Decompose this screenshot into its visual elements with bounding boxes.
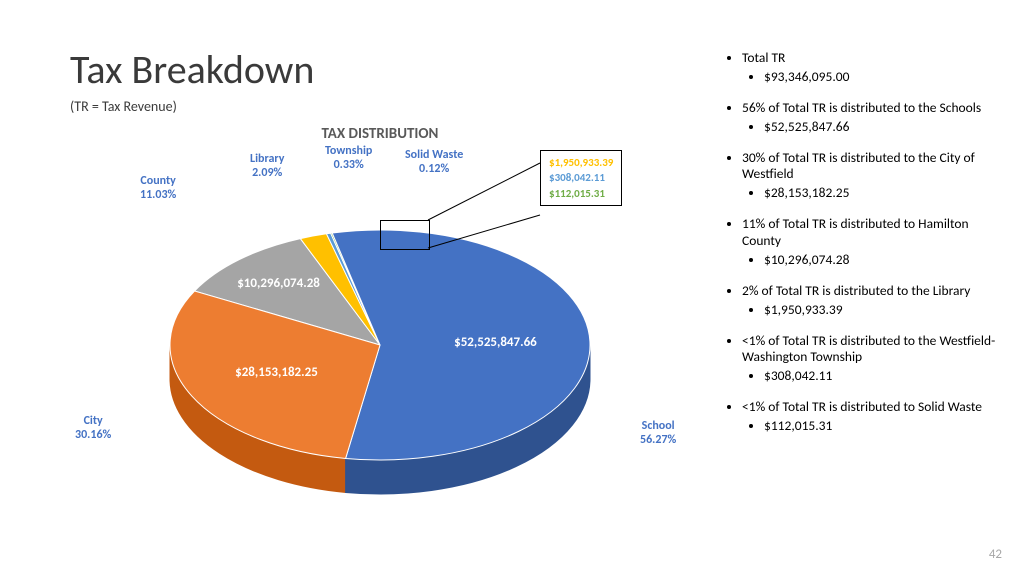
bullet-item: 30% of Total TR is distributed to the Ci… (742, 150, 1004, 203)
bullet-item: 11% of Total TR is distributed to Hamilt… (742, 216, 1004, 269)
bullet-item: 56% of Total TR is distributed to the Sc… (742, 100, 1004, 136)
page-number: 42 (989, 547, 1002, 562)
bullet-sub: $308,042.11 (764, 368, 1004, 385)
page-title: Tax Breakdown (70, 45, 314, 94)
bullet-sub: $52,525,847.66 (764, 119, 1004, 136)
bullet-item: Total TR$93,346,095.00 (742, 50, 1004, 86)
bullet-item: <1% of Total TR is distributed to the We… (742, 333, 1004, 386)
slide: Tax Breakdown (TR = Tax Revenue) TAX DIS… (0, 0, 1024, 576)
callout-township: $308,042.11 (549, 170, 613, 185)
bullet-sub: $10,296,074.28 (764, 252, 1004, 269)
bullet-sub: $93,346,095.00 (764, 69, 1004, 86)
bullet-list: Total TR$93,346,095.00 56% of Total TR is… (724, 50, 1004, 449)
bullet-sub: $1,950,933.39 (764, 302, 1004, 319)
callout-box: $1,950,933.39 $308,042.11 $112,015.31 (540, 150, 622, 206)
bullet-sub: $28,153,182.25 (764, 185, 1004, 202)
callout-solidwaste: $112,015.31 (549, 186, 613, 201)
callout-library: $1,950,933.39 (549, 155, 613, 170)
page-subtitle: (TR = Tax Revenue) (70, 98, 177, 115)
bullet-item: 2% of Total TR is distributed to the Lib… (742, 283, 1004, 319)
bullet-sub: $112,015.31 (764, 418, 1004, 435)
pie-chart: TAX DISTRIBUTION $10,296,074.28$52,525,8… (60, 125, 700, 545)
bullet-item: <1% of Total TR is distributed to Solid … (742, 399, 1004, 435)
